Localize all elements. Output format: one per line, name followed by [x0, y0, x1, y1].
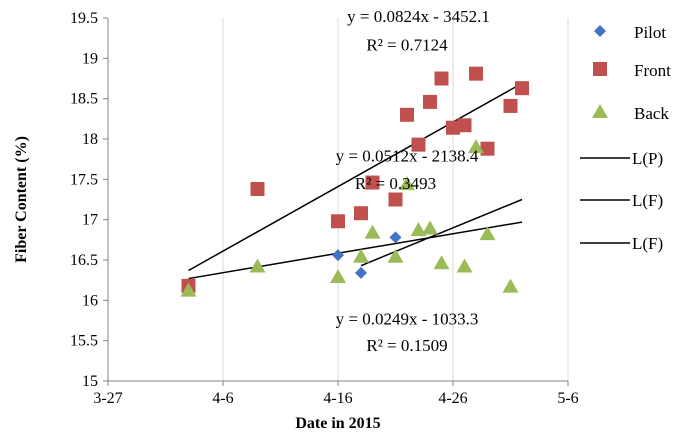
back-point [180, 282, 197, 297]
front-point [503, 98, 518, 113]
trendline-5 [188, 221, 523, 280]
back-point [433, 255, 450, 270]
tick-labels: 15 15.5 16 16.5 17 17.5 18 18.5 19 19.5 3-27 4-6 4-1… [70, 10, 579, 407]
back-point [249, 258, 266, 273]
back-point [422, 220, 438, 235]
trendlines [188, 82, 523, 280]
legend-1-label: Front [634, 61, 671, 80]
front-point [515, 81, 529, 96]
back-point [387, 248, 404, 263]
x-axis-title: Date in 2015 [295, 415, 380, 432]
annotation-eq2: y = 0.0512x - 2138.4 [336, 147, 479, 166]
legend-0-swatch [594, 25, 606, 37]
front-point [423, 94, 437, 109]
front-point [469, 66, 483, 81]
pilot-point [389, 231, 402, 244]
axes [103, 17, 569, 386]
y-tick-label: 18.5 [70, 91, 98, 108]
legend-3-label: L(P) [632, 149, 663, 168]
trendline-4 [360, 198, 523, 267]
legend-1-swatch [593, 62, 607, 76]
data-markers [180, 66, 529, 297]
x-tick-label: 3-27 [93, 390, 122, 407]
back-point [410, 222, 427, 237]
front-point [354, 206, 368, 221]
annotation-eq3: y = 0.0249x - 1033.3 [336, 310, 479, 329]
front-point [250, 182, 265, 197]
back-point [502, 278, 519, 293]
annotation-r2: R² = 0.3493 [355, 174, 436, 193]
pilot-point [332, 249, 344, 262]
y-axis-title: Fiber Content (%) [13, 136, 30, 263]
y-tick-label: 19 [82, 50, 98, 67]
annotation-r3: R² = 0.1509 [366, 336, 447, 355]
front-point [480, 141, 495, 156]
x-tick-label: 4-6 [212, 390, 233, 407]
legend-5-label: L(F) [632, 234, 663, 253]
y-tick-label: 17.5 [70, 171, 98, 188]
legend-2-label: Back [634, 104, 669, 123]
front-point [400, 107, 414, 122]
front-point [411, 137, 426, 152]
x-tick-label: 5-6 [557, 390, 578, 407]
back-point [399, 176, 415, 191]
y-tick-label: 15.5 [70, 333, 98, 350]
annotation-r1: R² = 0.7124 [366, 35, 448, 54]
legend-2-swatch [592, 104, 608, 118]
back-point [468, 139, 484, 154]
front-point [365, 175, 380, 190]
trendline-3 [188, 82, 523, 272]
y-tick-label: 16 [82, 292, 98, 309]
y-tick-label: 18 [82, 131, 98, 148]
annotation-eq1: y = 0.0824x - 3452.1 [347, 7, 490, 26]
front-point [446, 120, 460, 135]
front-point [331, 214, 345, 229]
legend-0-label: Pilot [634, 23, 666, 42]
x-tick-label: 4-26 [438, 390, 467, 407]
legend-4-label: L(F) [632, 191, 663, 210]
front-point [457, 118, 472, 133]
y-tick-label: 15 [82, 373, 98, 390]
y-tick-label: 19.5 [70, 10, 98, 27]
y-tick-label: 16.5 [70, 252, 98, 269]
back-point [456, 258, 473, 273]
back-point [353, 248, 369, 263]
pilot-point [355, 266, 367, 279]
legend: Pilot Front Back L(P) L(F) L(F) [580, 23, 671, 253]
back-point [479, 226, 496, 241]
back-point [330, 268, 346, 283]
back-point [364, 224, 381, 239]
y-tick-label: 17 [82, 212, 98, 229]
front-point [388, 192, 403, 207]
trendline-annotations: y = 0.0824x - 3452.1 R² = 0.7124 y = 0.051… [336, 7, 490, 355]
x-tick-label: 4-16 [323, 390, 352, 407]
front-point [434, 71, 449, 86]
